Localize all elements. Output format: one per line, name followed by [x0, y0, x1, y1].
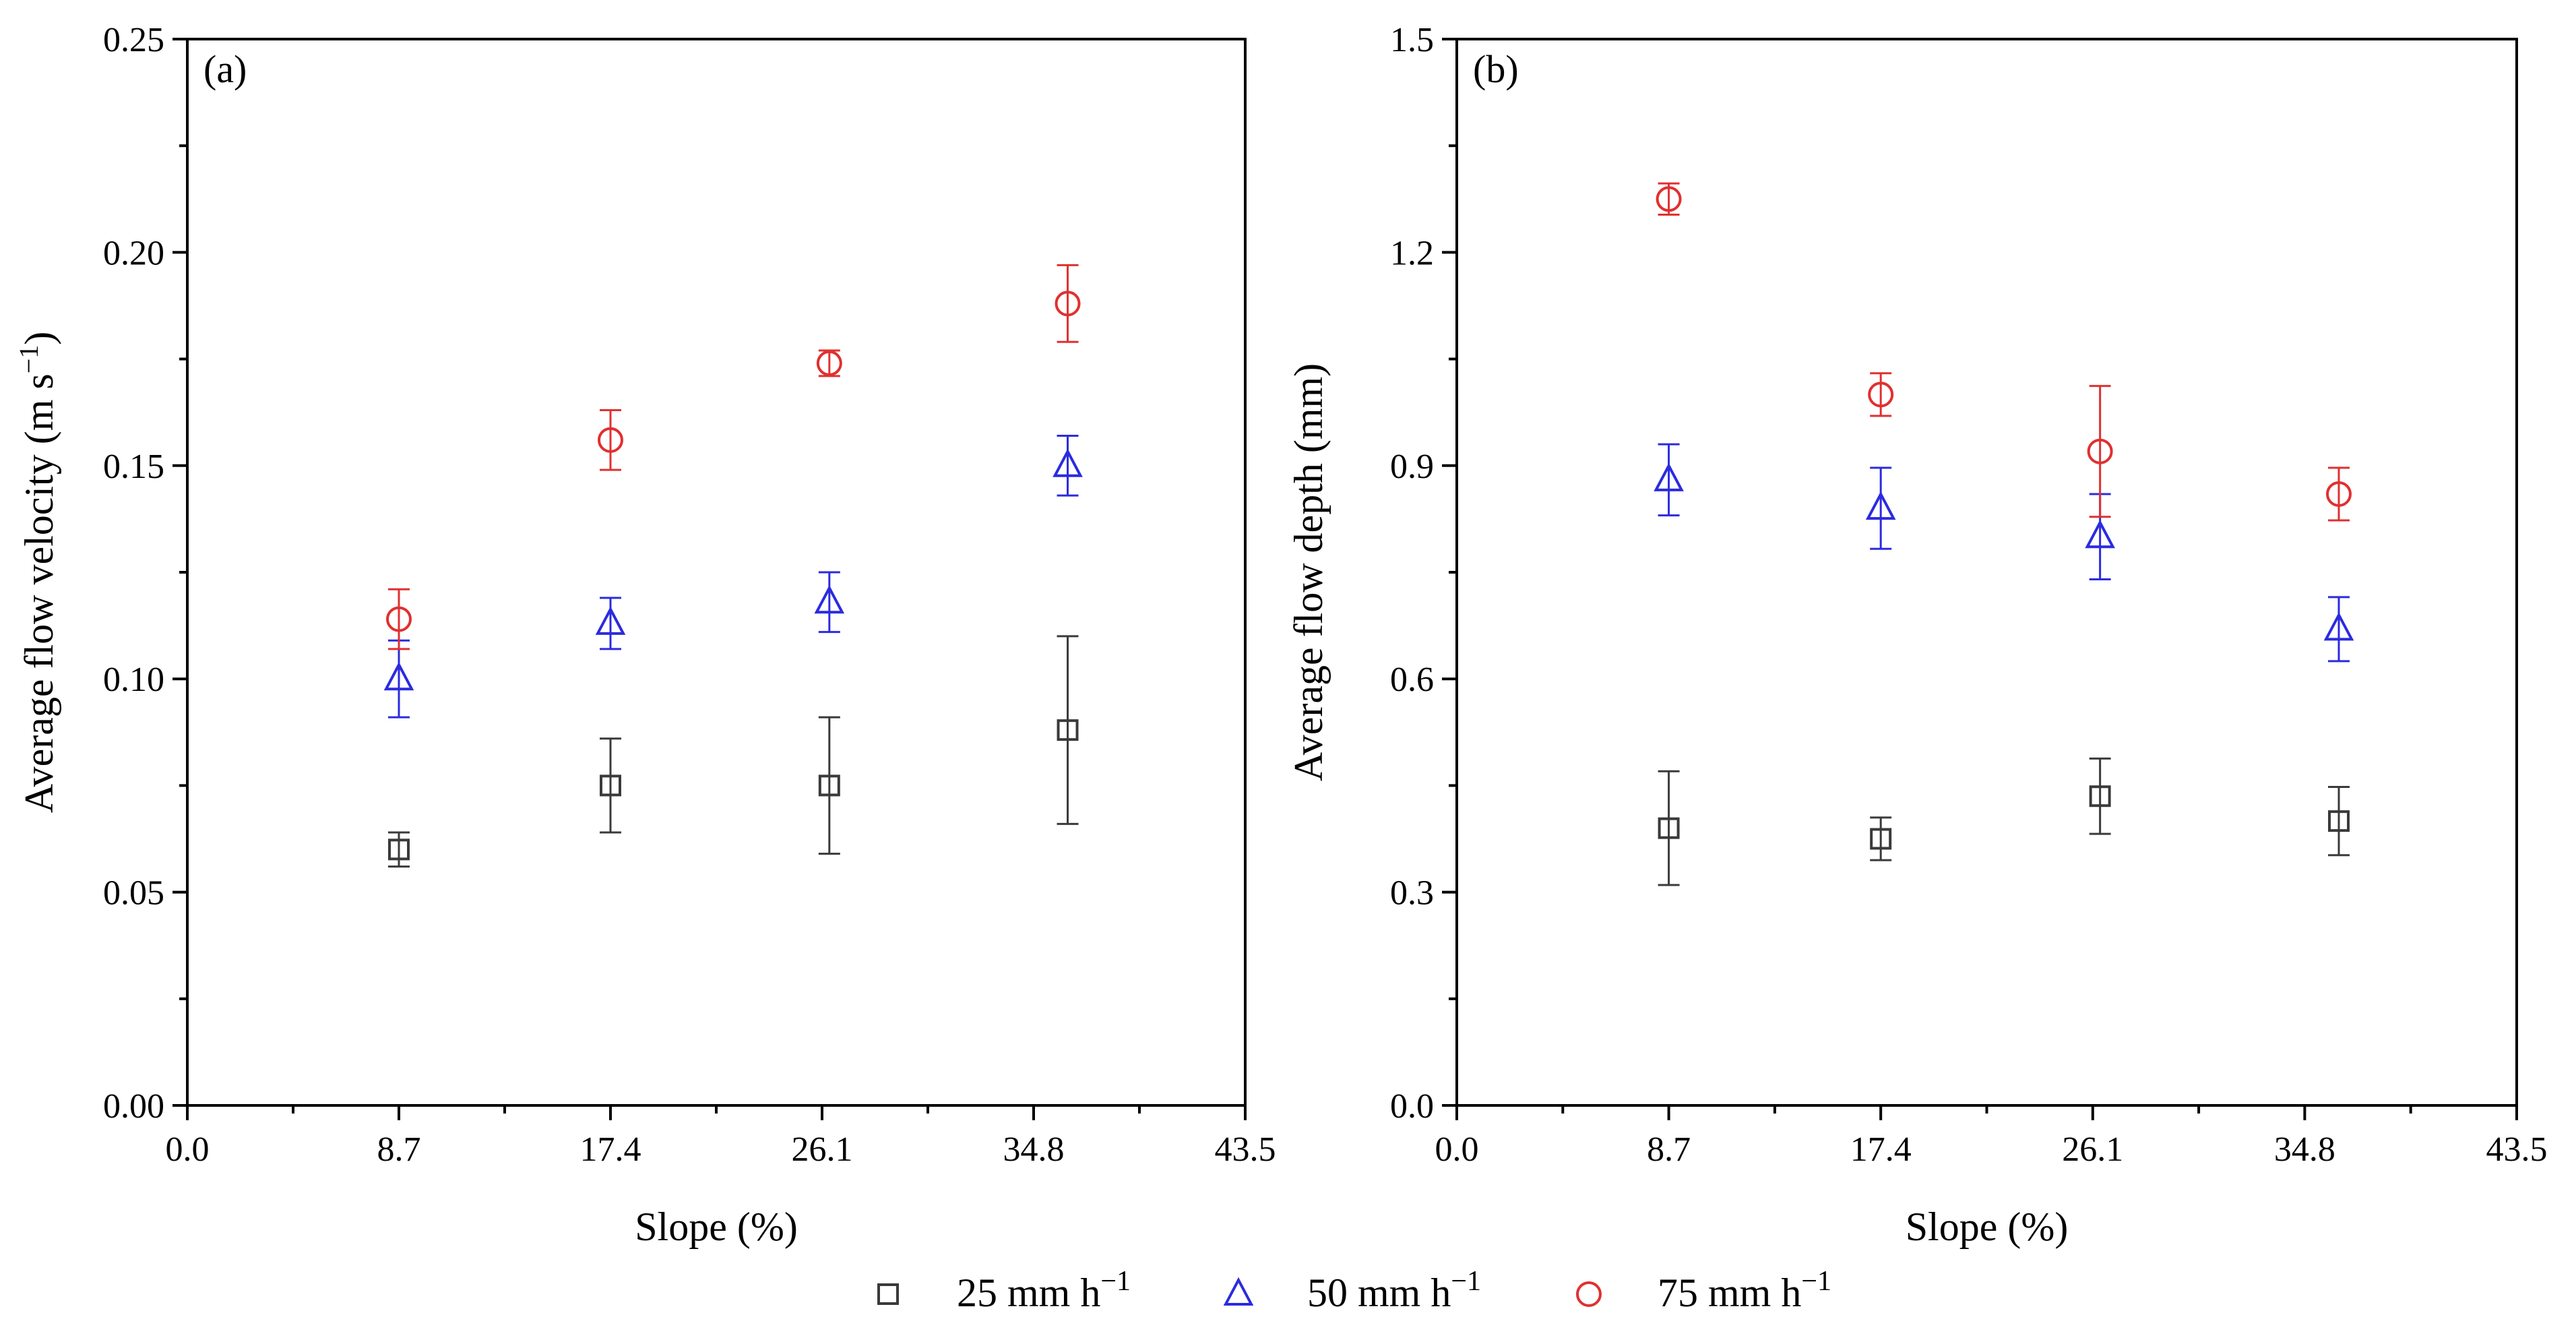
y-axis-title: Average flow velocity (m s−1) [13, 332, 61, 814]
data-point [818, 774, 840, 797]
series-square [388, 635, 1079, 868]
y-tick-label: 0.0 [1390, 1087, 1434, 1126]
x-tick-label: 8.7 [1647, 1130, 1691, 1169]
data-point [1656, 186, 1682, 212]
series-circle [1656, 182, 2352, 522]
data-point [2089, 785, 2111, 807]
data-point [1868, 382, 1894, 408]
plot-frame [186, 38, 1247, 1107]
x-tick-label: 26.1 [792, 1130, 853, 1169]
panel-b: 0.0 8.7 17.4 26.1 34.8 43.5 0.0 0.3 0.6 0.9 1.2 1.5… [1286, 21, 2548, 1249]
x-axis-title: Slope (%) [635, 1204, 798, 1249]
x-tick-label: 26.1 [2062, 1130, 2123, 1169]
series-square [1658, 757, 2350, 886]
data-point [2328, 810, 2350, 832]
data-point [1865, 491, 1896, 520]
data-point [1658, 817, 1680, 839]
panel-label: (a) [203, 47, 247, 91]
triangle-icon [1223, 1277, 1254, 1306]
data-point [1053, 448, 1083, 477]
data-point [383, 661, 414, 691]
data-point [1055, 291, 1081, 317]
data-point [1057, 719, 1079, 741]
data-point [2326, 481, 2352, 507]
x-tick-label: 0.0 [166, 1130, 210, 1169]
data-point [386, 606, 412, 632]
y-tick-label: 1.2 [1390, 234, 1434, 272]
x-tick-label: 43.5 [1215, 1130, 1276, 1169]
series-circle [386, 264, 1081, 650]
data-point [2087, 438, 2113, 464]
y-tick-label: 1.5 [1390, 21, 1434, 59]
y-tick-label: 0.00 [103, 1087, 164, 1126]
y-tick-label: 0.6 [1390, 661, 1434, 699]
plot-frame [1455, 38, 2518, 1107]
y-tick-label: 0.10 [103, 661, 164, 699]
data-point [1870, 828, 1892, 850]
data-point [2323, 612, 2354, 641]
y-tick-label: 0.3 [1390, 874, 1434, 913]
x-tick-label: 0.0 [1435, 1130, 1479, 1169]
x-tick-label: 34.8 [2274, 1130, 2335, 1169]
legend-label: 25 mm h−1 [957, 1266, 1131, 1315]
data-point [600, 774, 621, 797]
legend: 25 mm h−1 50 mm h−1 75 mm h−1 [877, 1266, 1831, 1315]
x-tick-label: 34.8 [1003, 1130, 1065, 1169]
x-tick-label: 17.4 [1850, 1130, 1912, 1169]
legend-label: 75 mm h−1 [1658, 1266, 1831, 1315]
panel-label: (b) [1473, 47, 1519, 91]
x-tick-label: 8.7 [377, 1130, 421, 1169]
y-axis-title: Average flow depth (mm) [1286, 363, 1331, 781]
panel-a: 0.0 8.7 17.4 26.1 34.8 43.5 0.00 0.05 0.10 0.15 0.… [13, 21, 1276, 1249]
y-tick-label: 0.9 [1390, 448, 1434, 486]
square-icon [877, 1283, 899, 1305]
data-point [388, 838, 410, 861]
series-triangle [1654, 443, 2354, 663]
data-point [1654, 462, 1684, 491]
y-tick-label: 0.15 [103, 448, 164, 486]
y-tick-label: 0.05 [103, 874, 164, 913]
data-point [598, 427, 623, 453]
y-tick-label: 0.25 [103, 21, 164, 59]
x-tick-label: 17.4 [580, 1130, 641, 1169]
data-point [814, 585, 845, 614]
series-triangle [383, 435, 1083, 719]
data-point [2085, 519, 2115, 549]
data-point [816, 350, 842, 376]
y-tick-label: 0.20 [103, 234, 164, 272]
legend-label: 50 mm h−1 [1307, 1266, 1481, 1315]
x-axis-title: Slope (%) [1906, 1204, 2069, 1249]
circle-icon [1576, 1281, 1602, 1307]
x-tick-label: 43.5 [2486, 1130, 2548, 1169]
data-point [595, 606, 626, 635]
